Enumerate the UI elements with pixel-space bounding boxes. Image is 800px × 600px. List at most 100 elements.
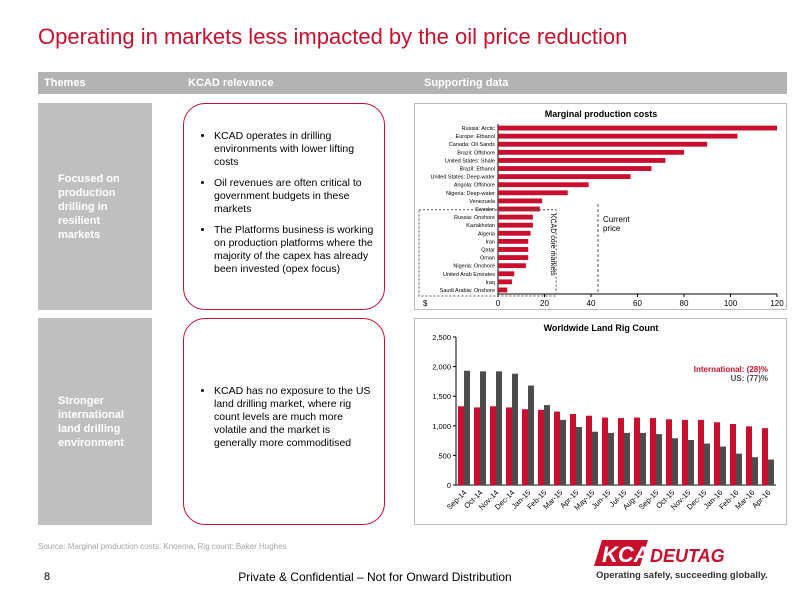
x-tick-label: 120 bbox=[770, 299, 784, 308]
chart-title: Worldwide Land Rig Count bbox=[544, 323, 659, 333]
reference-label: Current price bbox=[603, 215, 630, 233]
y-tick-label: 0 bbox=[447, 481, 451, 490]
y-tick-label: Sweden bbox=[475, 207, 495, 213]
bar bbox=[498, 158, 666, 163]
y-tick-label: Saudi Arabia: Onshore bbox=[440, 288, 495, 294]
y-tick-label: United Arab Emirates bbox=[443, 272, 495, 278]
bullet: KCAD has no exposure to the US land dril… bbox=[214, 385, 374, 450]
bar bbox=[554, 411, 560, 485]
bar bbox=[498, 287, 508, 293]
y-tick-label: 2,000 bbox=[432, 363, 451, 372]
x-tick-label: 60 bbox=[633, 299, 642, 308]
bar bbox=[498, 214, 533, 220]
relevance-box: KCAD has no exposure to the US land dril… bbox=[183, 318, 385, 525]
x-tick-label: 0 bbox=[496, 299, 501, 308]
chart: Worldwide Land Rig Count 0 500 1,000 1,500 2,… bbox=[432, 323, 776, 512]
y-tick-label: 1,000 bbox=[432, 422, 451, 431]
bar bbox=[586, 415, 592, 485]
bar bbox=[498, 125, 777, 131]
unit-label: $ bbox=[423, 299, 428, 308]
x-tick-label: Apr-16 bbox=[750, 488, 772, 510]
bar bbox=[720, 446, 726, 485]
bar bbox=[496, 371, 502, 485]
bar bbox=[634, 417, 640, 485]
source-note: Source: Marginal production costs: Knoem… bbox=[38, 542, 287, 551]
y-tick-label: Nigeria: Onshore bbox=[453, 264, 495, 270]
y-tick-label: 500 bbox=[438, 451, 451, 460]
bar bbox=[498, 198, 543, 204]
bar bbox=[498, 263, 526, 269]
chart-title: Marginal production costs bbox=[545, 109, 658, 119]
bar bbox=[602, 417, 608, 485]
bar bbox=[736, 453, 742, 485]
bar bbox=[666, 419, 672, 485]
y-tick-label: 2,500 bbox=[432, 333, 451, 342]
bullet: KCAD operates in drilling environments w… bbox=[214, 130, 374, 169]
bullet: The Platforms business is working on pro… bbox=[214, 224, 374, 276]
bar bbox=[656, 434, 662, 485]
bar bbox=[752, 457, 758, 485]
bar bbox=[490, 406, 496, 485]
logo-tagline: Operating safely, succeeding globally. bbox=[596, 570, 768, 581]
bar bbox=[714, 422, 720, 485]
bar bbox=[672, 438, 678, 485]
y-tick-label: Algeria bbox=[478, 231, 496, 237]
bar bbox=[480, 371, 486, 485]
bar bbox=[498, 190, 568, 196]
bar bbox=[506, 407, 512, 485]
bullet-list: KCAD has no exposure to the US land dril… bbox=[184, 385, 384, 458]
bar bbox=[498, 279, 512, 285]
bar bbox=[528, 385, 534, 485]
bar bbox=[498, 141, 708, 147]
y-tick-label: Kazakhstan bbox=[466, 223, 495, 229]
logo-block bbox=[594, 540, 648, 566]
bar bbox=[498, 206, 540, 212]
y-tick-label: Brazil: Offshore bbox=[457, 150, 495, 156]
bar bbox=[560, 419, 566, 485]
bar bbox=[698, 419, 704, 485]
bar bbox=[498, 271, 515, 277]
bar bbox=[608, 432, 614, 485]
bar bbox=[512, 373, 518, 485]
page-number: 8 bbox=[44, 571, 51, 583]
bar bbox=[498, 133, 738, 139]
table-header: Themes KCAD relevance Supporting data bbox=[38, 72, 787, 94]
relevance-box: KCAD operates in drilling environments w… bbox=[183, 103, 385, 310]
theme-cell: Focused on production drilling in resili… bbox=[38, 103, 152, 310]
y-tick-label: Iran bbox=[486, 239, 495, 245]
y-tick-label: United States: Deep-water bbox=[430, 175, 495, 181]
header-cell: Supporting data bbox=[424, 77, 509, 89]
bar bbox=[730, 424, 736, 485]
y-tick-label: Iraq bbox=[486, 280, 495, 286]
y-tick-label: United States: Shale bbox=[445, 158, 495, 164]
core-markets-label: KCAD core markets bbox=[549, 214, 556, 276]
y-tick-label: Angola: Offshore bbox=[454, 183, 495, 189]
footer-text: Private & Confidential – Not for Onward … bbox=[238, 570, 512, 584]
x-tick-label: 20 bbox=[540, 299, 549, 308]
chart-box: Worldwide Land Rig Count 0 500 1,000 1,500 2,… bbox=[414, 318, 787, 525]
bullet: Oil revenues are often critical to gover… bbox=[214, 177, 374, 216]
x-tick-label: 40 bbox=[587, 299, 596, 308]
y-tick-label: Brazil: Ethanol bbox=[460, 167, 495, 173]
bar bbox=[640, 432, 646, 485]
header-cell: Themes bbox=[44, 77, 86, 89]
bar bbox=[618, 418, 624, 485]
bar bbox=[464, 370, 470, 485]
bar bbox=[682, 419, 688, 485]
core-markets-box bbox=[418, 209, 557, 297]
logo-deutag: DEUTAG bbox=[650, 546, 725, 566]
bar bbox=[762, 428, 768, 485]
legend-entry: International: (28)% bbox=[694, 365, 768, 374]
y-tick-label: Qatar bbox=[481, 247, 495, 253]
bar bbox=[498, 182, 589, 188]
theme-text: Focused on production drilling in resili… bbox=[58, 172, 120, 241]
bar bbox=[650, 418, 656, 485]
y-tick-label: Oman bbox=[480, 256, 495, 262]
bar bbox=[498, 230, 531, 236]
y-tick-label: Russia: Onshore bbox=[454, 215, 495, 221]
bar bbox=[576, 426, 582, 485]
bar bbox=[498, 255, 529, 260]
logo-kca: KCA bbox=[602, 542, 650, 567]
y-tick-label: Russia: Arctic bbox=[462, 126, 496, 132]
